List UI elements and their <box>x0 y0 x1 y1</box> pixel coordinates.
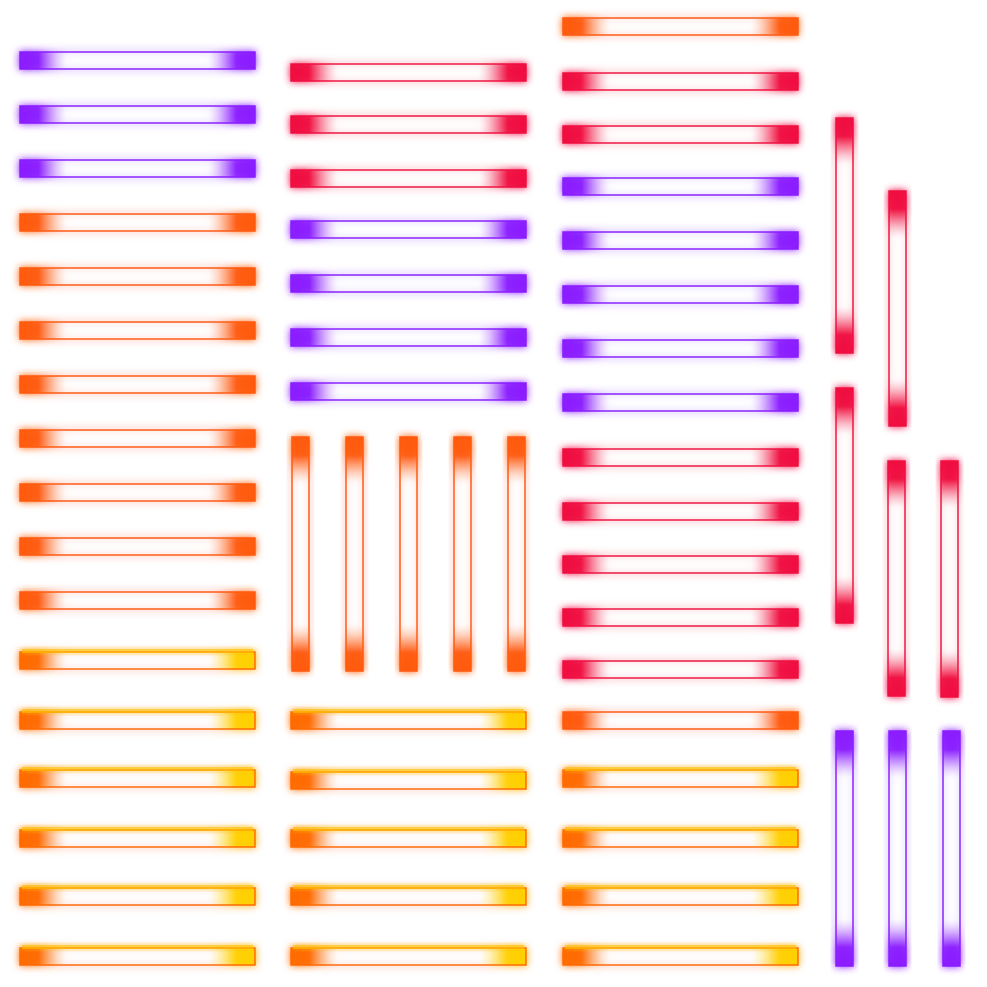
glow-bar <box>562 393 799 412</box>
flame-edge <box>22 885 253 889</box>
flame-edge <box>293 709 524 713</box>
flame-edge <box>22 649 253 653</box>
flame-edge <box>22 945 253 949</box>
glow-bar <box>835 387 854 624</box>
glow-bar <box>19 429 256 448</box>
glow-bar <box>453 436 472 672</box>
glow-bar <box>19 375 256 394</box>
glow-bar <box>562 711 799 730</box>
glow-bar <box>19 267 256 286</box>
glow-bar <box>562 339 799 358</box>
glow-bar <box>562 448 799 467</box>
glow-bar <box>888 730 907 967</box>
glow-bar <box>562 947 799 966</box>
glow-bar <box>19 483 256 502</box>
glow-bar <box>19 105 256 124</box>
glow-bar <box>19 829 256 848</box>
flame-edge <box>22 827 253 831</box>
glow-bar <box>290 947 527 966</box>
glow-bar <box>887 460 906 697</box>
glow-bar <box>562 285 799 304</box>
flame-edge <box>293 945 524 949</box>
glow-bar <box>562 231 799 250</box>
glow-bar <box>290 274 527 293</box>
glow-bar <box>19 213 256 232</box>
glow-bar <box>562 125 799 144</box>
glow-bar <box>290 169 527 188</box>
glow-bar <box>290 220 527 239</box>
glow-bar <box>19 591 256 610</box>
glow-bar <box>290 115 527 134</box>
glow-bar <box>345 436 364 672</box>
glow-bar <box>562 177 799 196</box>
glow-bar <box>19 711 256 730</box>
glow-bar <box>835 730 854 967</box>
glow-bar <box>19 159 256 178</box>
flame-edge <box>293 769 524 773</box>
glow-bar <box>562 608 799 627</box>
flame-edge <box>565 827 796 831</box>
glow-bar <box>562 769 799 788</box>
glow-bar <box>290 328 527 347</box>
glow-bar <box>291 436 310 672</box>
flame-edge <box>565 885 796 889</box>
flame-edge <box>565 767 796 771</box>
flame-edge <box>565 945 796 949</box>
glow-bar <box>19 51 256 70</box>
glow-bar <box>290 887 527 906</box>
glow-bar <box>562 17 799 36</box>
glow-bar <box>507 436 526 672</box>
glow-bar <box>888 190 907 427</box>
glow-bar <box>290 382 527 401</box>
glow-bar <box>290 711 527 730</box>
glow-bar <box>290 63 527 82</box>
flame-edge <box>22 709 253 713</box>
glow-bar <box>562 660 799 679</box>
glow-bar <box>562 887 799 906</box>
glow-bar <box>562 72 799 91</box>
flame-edge <box>293 827 524 831</box>
glow-bar <box>19 769 256 788</box>
glow-bar <box>19 887 256 906</box>
glow-bar <box>290 771 527 790</box>
glow-bar <box>562 829 799 848</box>
glow-bar <box>562 502 799 521</box>
glow-bar <box>19 651 256 670</box>
glow-bar <box>940 460 959 698</box>
glow-bar <box>19 321 256 340</box>
glow-bar <box>835 117 854 354</box>
glow-bar <box>290 829 527 848</box>
glow-bar <box>399 436 418 672</box>
glow-bar <box>942 730 961 967</box>
glow-bar <box>19 947 256 966</box>
glow-bar <box>19 537 256 556</box>
glow-bar <box>562 555 799 574</box>
flame-edge <box>293 885 524 889</box>
flame-edge <box>22 767 253 771</box>
